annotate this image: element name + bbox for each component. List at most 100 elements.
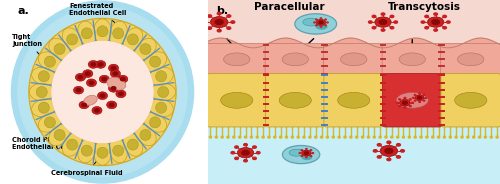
Circle shape: [238, 148, 254, 158]
Ellipse shape: [314, 136, 316, 138]
Ellipse shape: [356, 136, 358, 138]
Ellipse shape: [408, 136, 410, 138]
Ellipse shape: [303, 18, 320, 26]
Circle shape: [381, 29, 385, 31]
Ellipse shape: [490, 136, 492, 138]
Circle shape: [415, 95, 424, 100]
Circle shape: [227, 15, 230, 17]
Ellipse shape: [113, 72, 117, 75]
Ellipse shape: [79, 101, 89, 109]
Ellipse shape: [116, 90, 126, 98]
Circle shape: [316, 19, 317, 20]
Ellipse shape: [309, 136, 311, 138]
Circle shape: [390, 27, 394, 29]
Circle shape: [434, 29, 438, 31]
Ellipse shape: [134, 38, 156, 60]
Circle shape: [218, 12, 221, 15]
Circle shape: [310, 150, 312, 151]
Circle shape: [82, 145, 92, 156]
Circle shape: [156, 102, 166, 113]
Ellipse shape: [149, 99, 174, 117]
Circle shape: [412, 102, 414, 103]
Ellipse shape: [399, 53, 425, 66]
Ellipse shape: [332, 136, 334, 138]
Circle shape: [443, 15, 446, 17]
Circle shape: [252, 157, 256, 160]
Ellipse shape: [496, 136, 498, 138]
Ellipse shape: [450, 136, 452, 138]
Ellipse shape: [467, 136, 469, 138]
Circle shape: [432, 20, 440, 24]
Circle shape: [410, 106, 411, 107]
Ellipse shape: [100, 94, 105, 97]
Circle shape: [381, 13, 385, 15]
Circle shape: [66, 34, 78, 45]
Ellipse shape: [402, 136, 404, 138]
Ellipse shape: [106, 101, 117, 109]
Ellipse shape: [49, 124, 70, 146]
FancyBboxPatch shape: [382, 44, 442, 75]
Ellipse shape: [109, 138, 127, 163]
Bar: [208, 74, 500, 75]
Bar: [208, 114, 500, 184]
Circle shape: [372, 27, 376, 29]
Circle shape: [368, 21, 372, 23]
Circle shape: [306, 148, 307, 149]
Ellipse shape: [96, 61, 106, 68]
FancyBboxPatch shape: [207, 74, 266, 127]
Circle shape: [310, 155, 312, 156]
Ellipse shape: [98, 63, 103, 66]
Ellipse shape: [478, 136, 480, 138]
Circle shape: [38, 71, 50, 82]
Ellipse shape: [274, 136, 276, 138]
Circle shape: [320, 26, 322, 27]
Circle shape: [316, 25, 317, 26]
Text: Paracellular: Paracellular: [254, 2, 324, 12]
Ellipse shape: [238, 136, 240, 138]
Ellipse shape: [88, 61, 99, 68]
Circle shape: [36, 86, 48, 98]
Bar: [208, 0, 500, 107]
Ellipse shape: [82, 103, 86, 107]
Circle shape: [398, 106, 400, 107]
Circle shape: [54, 44, 65, 55]
Circle shape: [404, 107, 406, 108]
Ellipse shape: [282, 53, 308, 66]
Circle shape: [319, 21, 323, 24]
Ellipse shape: [62, 133, 82, 156]
Ellipse shape: [455, 136, 457, 138]
Ellipse shape: [316, 24, 327, 29]
Circle shape: [374, 150, 377, 152]
Circle shape: [302, 150, 311, 156]
Ellipse shape: [279, 92, 312, 108]
Circle shape: [29, 18, 176, 166]
Circle shape: [234, 146, 238, 148]
Ellipse shape: [344, 136, 346, 138]
Circle shape: [150, 56, 160, 67]
Ellipse shape: [472, 136, 474, 138]
Ellipse shape: [461, 136, 463, 138]
Ellipse shape: [78, 76, 82, 79]
FancyBboxPatch shape: [266, 74, 325, 127]
Circle shape: [112, 145, 124, 156]
Circle shape: [97, 147, 108, 158]
Ellipse shape: [303, 136, 305, 138]
Ellipse shape: [144, 52, 167, 71]
Ellipse shape: [426, 136, 428, 138]
Circle shape: [428, 17, 444, 27]
Circle shape: [301, 150, 302, 151]
Circle shape: [12, 1, 194, 183]
Circle shape: [29, 18, 176, 166]
Ellipse shape: [151, 83, 176, 101]
Ellipse shape: [49, 38, 70, 60]
Ellipse shape: [38, 113, 62, 132]
Ellipse shape: [368, 136, 370, 138]
Circle shape: [97, 26, 108, 37]
Ellipse shape: [78, 21, 96, 46]
Circle shape: [380, 20, 386, 24]
Circle shape: [252, 146, 256, 148]
Circle shape: [387, 158, 391, 161]
Ellipse shape: [100, 75, 110, 83]
Ellipse shape: [38, 52, 62, 71]
Circle shape: [22, 11, 184, 173]
